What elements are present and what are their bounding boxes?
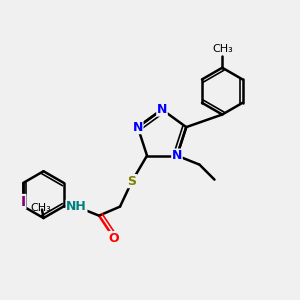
Text: CH₃: CH₃ [212, 44, 232, 54]
Text: N: N [133, 121, 143, 134]
Text: O: O [109, 232, 119, 244]
Text: I: I [21, 194, 26, 208]
Text: N: N [157, 103, 167, 116]
Text: NH: NH [66, 200, 87, 213]
Text: S: S [128, 175, 136, 188]
Text: N: N [172, 149, 182, 162]
Text: CH₃: CH₃ [30, 202, 51, 212]
